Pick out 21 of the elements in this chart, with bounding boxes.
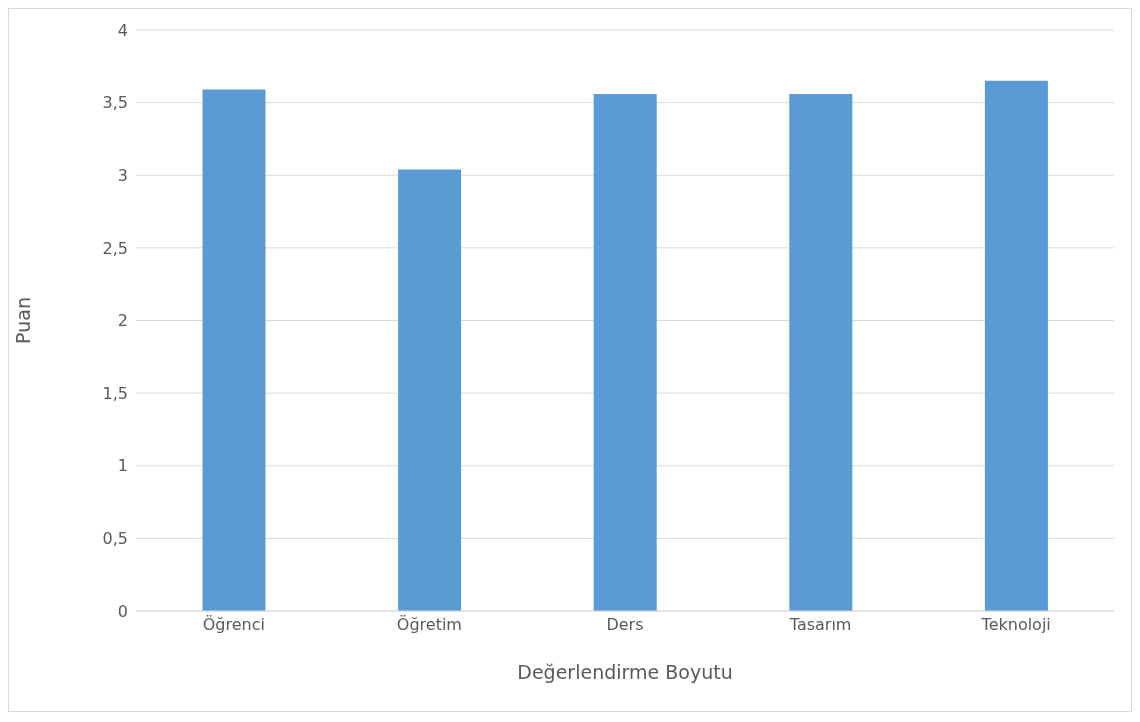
- y-tick-label: 4: [117, 20, 128, 40]
- x-tick-label: Ders: [606, 615, 644, 635]
- x-axis-title: Değerlendirme Boyutu: [517, 661, 733, 683]
- x-tick-label: Tasarım: [788, 615, 852, 635]
- y-tick-label: 1: [117, 456, 128, 476]
- bar: [398, 169, 462, 611]
- bar: [789, 93, 853, 611]
- y-tick-label: 2,5: [102, 238, 128, 258]
- y-tick-label: 3,5: [102, 93, 128, 113]
- y-tick-label: 2: [117, 311, 128, 331]
- bar: [593, 93, 657, 611]
- x-tick-label: Öğretim: [396, 615, 462, 635]
- x-tick-label: Teknoloji: [980, 615, 1051, 635]
- bar: [984, 80, 1048, 611]
- y-tick-label: 1,5: [102, 383, 128, 403]
- y-axis-title: Puan: [11, 297, 34, 344]
- x-tick-label: Öğrenci: [202, 615, 265, 635]
- y-tick-label: 3: [117, 165, 128, 185]
- y-tick-label: 0: [117, 601, 128, 621]
- y-tick-label: 0,5: [102, 529, 128, 549]
- bar: [202, 89, 266, 611]
